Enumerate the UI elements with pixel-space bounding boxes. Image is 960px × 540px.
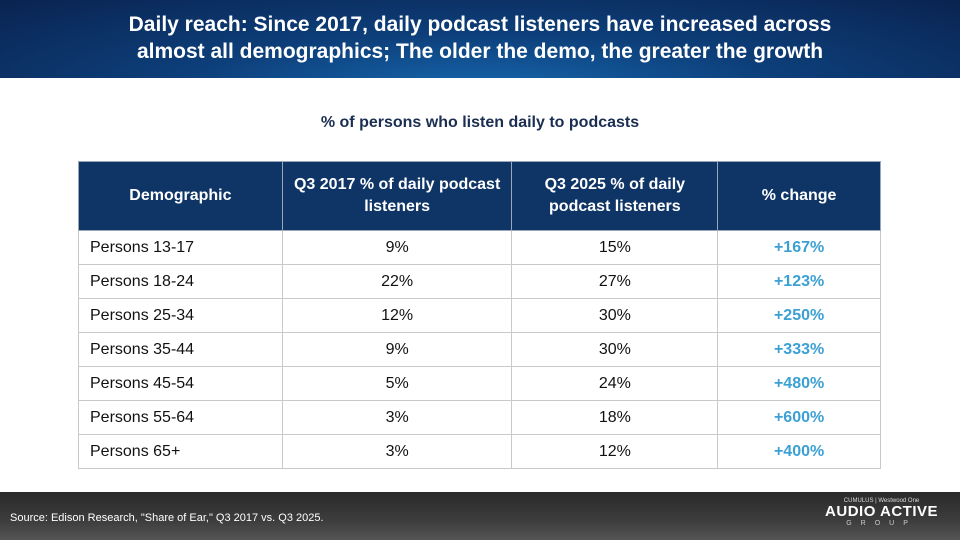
table-row: Persons 65+ 3% 12% +400% — [78, 434, 881, 469]
cell-change: +600% — [717, 400, 881, 435]
table-header-row: Demographic Q3 2017 % of daily podcast l… — [78, 161, 881, 231]
table-row: Persons 25-34 12% 30% +250% — [78, 298, 881, 333]
table-row: Persons 18-24 22% 27% +123% — [78, 264, 881, 299]
cell-demographic: Persons 35-44 — [78, 332, 283, 367]
cell-q3-2025: 12% — [511, 434, 719, 469]
cell-q3-2017: 3% — [281, 434, 513, 469]
header-change: % change — [717, 161, 881, 231]
cell-change: +167% — [717, 230, 881, 265]
table-row: Persons 55-64 3% 18% +600% — [78, 400, 881, 435]
logo-group: GROUP — [846, 520, 917, 527]
logo-top: CUMULUS | Westwood One — [843, 498, 920, 504]
cell-q3-2025: 27% — [511, 264, 719, 299]
table-row: Persons 13-17 9% 15% +167% — [78, 230, 881, 265]
table-subtitle: % of persons who listen daily to podcast… — [320, 114, 640, 131]
cell-change: +333% — [717, 332, 881, 367]
header-demographic: Demographic — [78, 161, 283, 231]
cell-q3-2025: 18% — [511, 400, 719, 435]
audio-active-group-logo: CUMULUS | Westwood One AUDIO ACTIVE GROU… — [825, 498, 938, 527]
header-q3-2017: Q3 2017 % of daily podcast listeners — [281, 161, 513, 231]
cell-q3-2017: 22% — [281, 264, 513, 299]
cell-q3-2017: 9% — [281, 230, 513, 265]
cell-change: +400% — [717, 434, 881, 469]
title-line-2: almost all demographics; The older the d… — [136, 40, 824, 63]
cell-q3-2025: 24% — [511, 366, 719, 401]
cell-q3-2025: 15% — [511, 230, 719, 265]
header-q3-2025: Q3 2025 % of daily podcast listeners — [511, 161, 719, 231]
source-note: Source: Edison Research, "Share of Ear,"… — [10, 512, 324, 524]
cell-change: +250% — [717, 298, 881, 333]
cell-change: +480% — [717, 366, 881, 401]
cell-q3-2017: 5% — [281, 366, 513, 401]
cell-demographic: Persons 13-17 — [78, 230, 283, 265]
cell-demographic: Persons 18-24 — [78, 264, 283, 299]
cell-q3-2017: 3% — [281, 400, 513, 435]
cell-demographic: Persons 45-54 — [78, 366, 283, 401]
footer: Source: Edison Research, "Share of Ear,"… — [0, 492, 960, 540]
cell-q3-2017: 12% — [281, 298, 513, 333]
cell-demographic: Persons 25-34 — [78, 298, 283, 333]
title-line-1: Daily reach: Since 2017, daily podcast l… — [128, 13, 832, 36]
table-row: Persons 35-44 9% 30% +333% — [78, 332, 881, 367]
cell-demographic: Persons 65+ — [78, 434, 283, 469]
slide-title: Daily reach: Since 2017, daily podcast l… — [0, 0, 960, 78]
cell-change: +123% — [717, 264, 881, 299]
data-table: Demographic Q3 2017 % of daily podcast l… — [78, 161, 881, 469]
cell-demographic: Persons 55-64 — [78, 400, 283, 435]
logo-main: AUDIO ACTIVE — [825, 503, 938, 520]
cell-q3-2025: 30% — [511, 298, 719, 333]
cell-q3-2017: 9% — [281, 332, 513, 367]
cell-q3-2025: 30% — [511, 332, 719, 367]
table-row: Persons 45-54 5% 24% +480% — [78, 366, 881, 401]
